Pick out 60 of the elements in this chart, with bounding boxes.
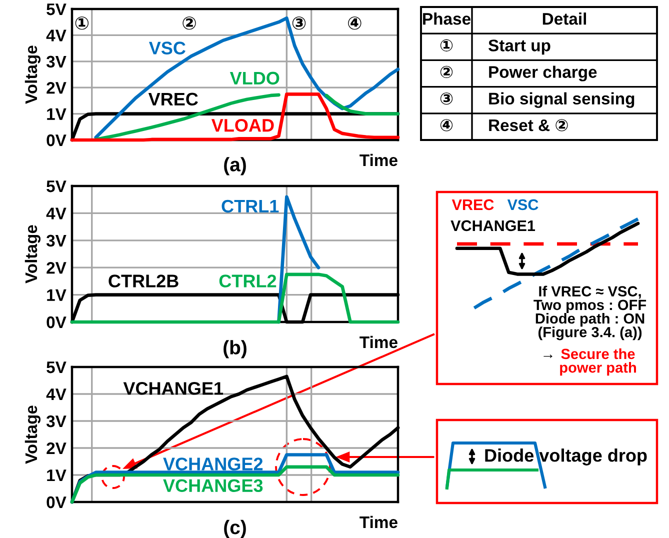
- text: (a): [224, 157, 246, 176]
- series-label: CTRL2B: [108, 274, 178, 288]
- text: Bio signal sensing: [489, 92, 634, 108]
- text: Reset & ②: [489, 119, 568, 132]
- series-label: VCHANGE2: [163, 458, 263, 470]
- y-axis-title: Voltage: [24, 225, 41, 284]
- series-label: VCHANGE1: [450, 220, 536, 232]
- text: VREC: [452, 199, 494, 210]
- text: Phase: [423, 12, 470, 25]
- series-label: VSC: [148, 42, 186, 54]
- text: Secure the power path: [560, 348, 636, 376]
- text: ④: [440, 119, 453, 132]
- y-tick-label: 2V: [46, 82, 66, 94]
- series-label: VLDO: [230, 72, 280, 85]
- x-axis-title: Time: [360, 154, 398, 166]
- y-tick-label: 1V: [47, 470, 66, 482]
- series-label: CTRL2: [219, 274, 276, 288]
- y-tick-label: 3V: [46, 234, 66, 247]
- annotation: ①: [75, 16, 89, 30]
- series-label: CTRL1: [222, 200, 279, 213]
- y-tick-label: 2V: [46, 262, 66, 274]
- text: Start up: [488, 40, 550, 55]
- text: Diode voltage drop: [485, 448, 647, 466]
- y-tick-label: 5V: [46, 180, 66, 192]
- y-axis-title: Voltage: [24, 406, 41, 464]
- series-label: VREC: [148, 92, 198, 106]
- y-tick-label: 1V: [47, 289, 66, 301]
- x-axis-title: Time: [360, 336, 398, 348]
- x-axis-title: Time: [360, 516, 398, 528]
- y-tick-label: 2V: [46, 442, 66, 454]
- annotation: ②: [182, 16, 196, 30]
- text: ①: [440, 39, 453, 52]
- series-label: VCHANGE1: [123, 382, 224, 395]
- y-tick-label: 0V: [46, 496, 66, 508]
- line-series: [277, 195, 320, 324]
- text: Power charge: [489, 66, 597, 82]
- y-tick-label: 3V: [46, 56, 66, 68]
- y-tick-label: 0V: [46, 316, 66, 328]
- text: (c): [224, 520, 246, 538]
- y-tick-label: 5V: [46, 4, 66, 16]
- text: →: [544, 354, 552, 358]
- series-label: VLOAD: [211, 118, 274, 132]
- line-series: [94, 16, 400, 140]
- series-label: VCHANGE3: [163, 479, 263, 492]
- y-axis-title: Voltage: [24, 46, 41, 104]
- y-tick-label: 4V: [46, 208, 66, 220]
- y-tick-label: 3V: [46, 415, 66, 428]
- annotation: ③: [292, 16, 306, 30]
- text: ②: [440, 66, 453, 78]
- annotation: ④: [348, 16, 362, 30]
- text: ③: [440, 92, 453, 105]
- y-tick-label: 0V: [46, 134, 66, 146]
- y-tick-label: 4V: [46, 30, 66, 42]
- y-tick-label: 4V: [46, 388, 66, 400]
- y-tick-label: 1V: [47, 108, 66, 120]
- annotation: If VREC ≈ VSC, Two pmos : OFF Diode path : ON (Figure 3.4. (a)): [534, 286, 646, 340]
- text: (b): [224, 340, 246, 358]
- y-tick-label: 5V: [46, 362, 66, 374]
- text: Detail: [542, 12, 586, 25]
- text: VSC: [507, 199, 538, 210]
